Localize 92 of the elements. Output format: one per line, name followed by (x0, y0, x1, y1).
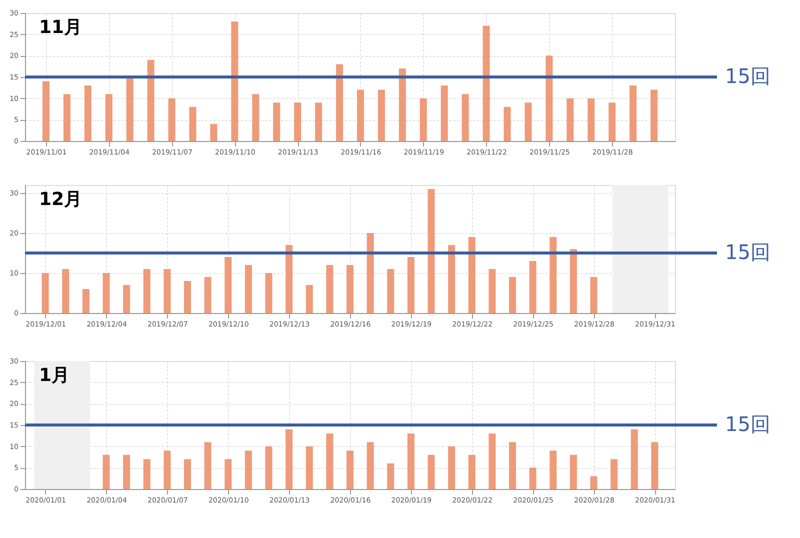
bar (524, 102, 532, 141)
bar (529, 261, 536, 313)
bar (420, 98, 427, 141)
bar (286, 429, 293, 489)
bar (224, 459, 232, 489)
bar (366, 233, 374, 313)
bar (366, 442, 374, 489)
bar (378, 90, 385, 141)
bar (610, 459, 618, 489)
bar (164, 450, 171, 489)
bar (62, 269, 70, 313)
bar (387, 269, 394, 313)
chart-title: 12月 (39, 189, 82, 210)
bar (550, 450, 557, 489)
bar (398, 68, 406, 141)
bar (336, 64, 344, 141)
bar (550, 237, 557, 313)
bar (294, 102, 302, 141)
bar (509, 442, 516, 489)
bar (440, 86, 448, 141)
bar (407, 434, 414, 489)
bar (468, 454, 476, 489)
bar (482, 26, 490, 141)
bar (462, 94, 469, 141)
bar (590, 277, 598, 313)
bar (346, 265, 354, 313)
bar (265, 446, 272, 489)
bar (204, 442, 212, 489)
ref-line-label: 15回 (725, 412, 770, 436)
bar (650, 90, 658, 141)
bar (529, 468, 536, 489)
bar (143, 269, 150, 313)
bar (143, 459, 150, 489)
bar (204, 277, 212, 313)
bar (428, 454, 435, 489)
bar (168, 98, 176, 141)
chart-title: 11月 (39, 17, 82, 38)
bar (84, 86, 92, 141)
bar (42, 273, 49, 313)
bar (407, 257, 414, 313)
bar (147, 60, 154, 141)
bar (448, 446, 456, 489)
bar (252, 94, 260, 141)
bar (224, 257, 232, 313)
bar (326, 265, 334, 313)
bar (356, 90, 364, 141)
bar (346, 450, 354, 489)
bar (273, 102, 280, 141)
bar (244, 450, 252, 489)
bar (588, 98, 595, 141)
bar (315, 102, 322, 141)
bar (630, 86, 637, 141)
bar (244, 265, 252, 313)
bar (102, 454, 110, 489)
bar (488, 434, 496, 489)
bar (566, 98, 574, 141)
bar (123, 454, 130, 489)
bar (105, 94, 112, 141)
bar (184, 281, 191, 313)
chart-title: 1月 (39, 365, 70, 386)
bar (42, 81, 50, 141)
bar (651, 442, 658, 489)
bar (488, 269, 496, 313)
bar (189, 106, 196, 141)
bar (306, 446, 313, 489)
bar (448, 245, 456, 313)
bar (126, 77, 134, 141)
bar (102, 273, 110, 313)
bar (63, 94, 70, 141)
bar (570, 249, 577, 313)
bar (326, 434, 334, 489)
bar (210, 124, 218, 141)
bar (387, 463, 394, 489)
bar (184, 459, 191, 489)
bar (82, 289, 90, 313)
bar (306, 285, 313, 313)
bar (231, 22, 238, 141)
ref-line-label: 15回 (725, 240, 770, 264)
bar (428, 189, 435, 313)
bar (265, 273, 272, 313)
bar (608, 102, 616, 141)
bar (504, 106, 511, 141)
bar (590, 476, 598, 489)
bar (546, 56, 553, 141)
bar (164, 269, 171, 313)
bar (630, 429, 638, 489)
bar (570, 454, 577, 489)
bar (468, 237, 476, 313)
bar (123, 285, 130, 313)
bar (286, 245, 293, 313)
bar (509, 277, 516, 313)
ref-line-label: 15回 (725, 64, 770, 88)
